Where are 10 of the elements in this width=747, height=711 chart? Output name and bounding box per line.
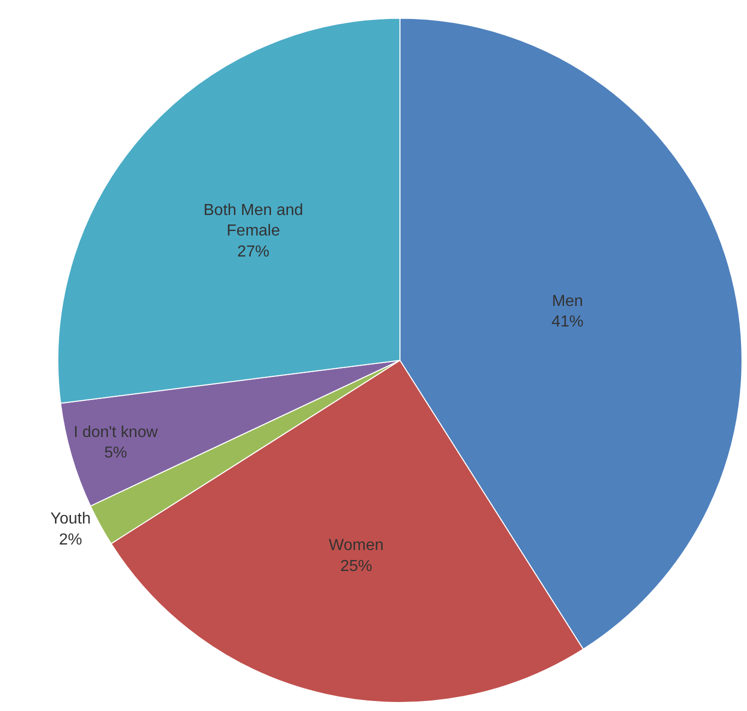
data-label: 2% bbox=[59, 531, 82, 548]
data-label: 41% bbox=[551, 314, 584, 331]
data-label: 25% bbox=[340, 558, 372, 575]
data-label: 5% bbox=[104, 444, 128, 462]
slice-label: Both Men and Female bbox=[204, 202, 304, 240]
slice-label: Men bbox=[552, 292, 584, 310]
slice-label: Youth bbox=[50, 510, 91, 528]
data-label: 27% bbox=[237, 243, 270, 260]
slice-label: Women bbox=[328, 537, 384, 554]
slice-label: I don't know bbox=[74, 424, 158, 442]
